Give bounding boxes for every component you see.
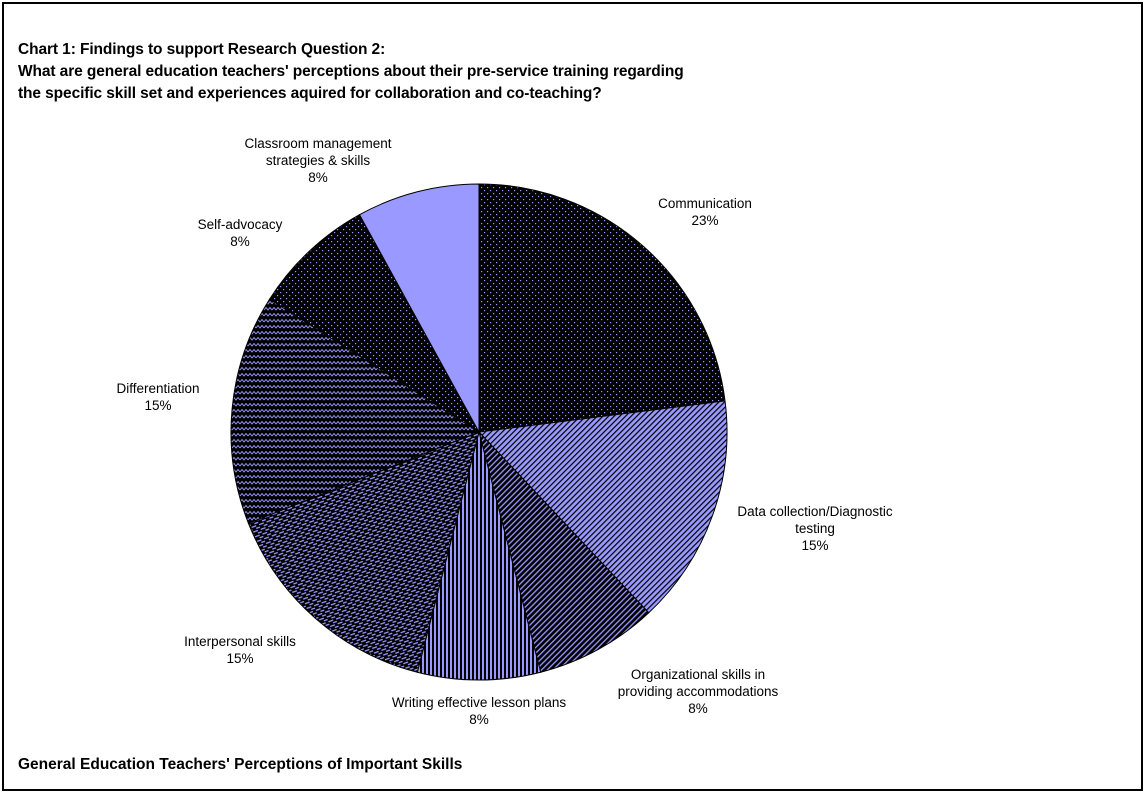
slice-label: Classroom management strategies & skills 8… <box>244 136 391 185</box>
slice-name: Organizational skills in <box>631 667 765 682</box>
slice-label: Organizational skills in providing accomm… <box>618 667 779 716</box>
slice-percent: 23% <box>691 213 718 228</box>
slice-percent: 8% <box>688 701 708 716</box>
slice-label: Communication 23% <box>658 196 752 228</box>
slice-name: Self-advocacy <box>198 217 283 232</box>
slice-name: Data collection/Diagnostic <box>737 504 893 519</box>
pie-slice <box>416 431 542 681</box>
slice-percent: 15% <box>801 538 828 553</box>
slice-name: testing <box>795 521 835 536</box>
chart-subtitle: General Education Teachers' Perceptions … <box>18 756 463 773</box>
slice-percent: 8% <box>230 234 250 249</box>
slice-label: Self-advocacy 8% <box>198 217 283 249</box>
slice-name: Classroom management <box>244 136 391 151</box>
slice-name: providing accommodations <box>618 684 779 699</box>
chart-title-line-1: Chart 1: Findings to support Research Qu… <box>18 41 386 58</box>
slice-percent: 8% <box>469 712 489 727</box>
slice-percent: 15% <box>226 651 253 666</box>
slice-label: Interpersonal skills 15% <box>184 634 296 666</box>
chart-title-line-2: What are general education teachers' per… <box>18 63 684 80</box>
slice-name: Differentiation <box>116 381 199 396</box>
slice-percent: 8% <box>308 170 328 185</box>
slice-name: Writing effective lesson plans <box>392 695 567 710</box>
slice-name: strategies & skills <box>266 153 371 168</box>
slice-label: Writing effective lesson plans 8% <box>392 695 567 727</box>
chart-title-line-3: the specific skill set and experiences a… <box>18 85 602 102</box>
slice-name: Interpersonal skills <box>184 634 296 649</box>
pie-slice <box>247 431 480 673</box>
slice-label: Differentiation 15% <box>116 381 199 413</box>
pie-slice <box>478 431 650 673</box>
slice-percent: 15% <box>144 398 171 413</box>
pie-slice <box>358 183 480 433</box>
pie-slice <box>477 400 728 614</box>
pie-slice <box>478 183 726 433</box>
pie-slice <box>230 298 481 524</box>
pie-slice <box>268 214 480 433</box>
slice-name: Communication <box>658 196 752 211</box>
slice-label: Data collection/Diagnostic testing 15% <box>737 504 893 553</box>
